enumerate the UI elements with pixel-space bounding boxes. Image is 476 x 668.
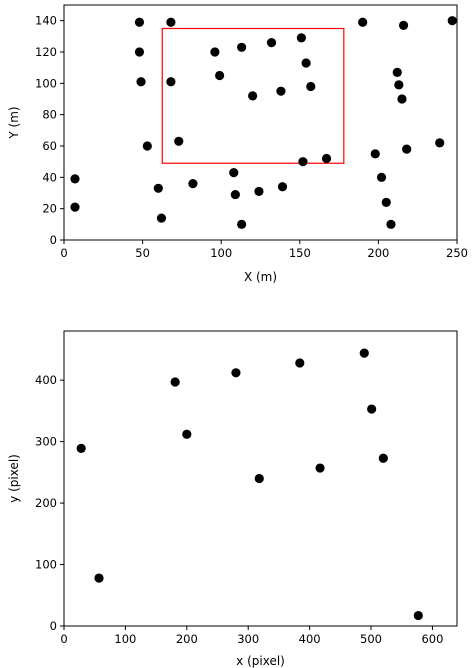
- data-point: [166, 17, 176, 27]
- x-tick-label: 0: [60, 632, 67, 646]
- data-point: [394, 80, 404, 90]
- data-point: [392, 67, 402, 77]
- x-tick-label: 400: [299, 632, 321, 646]
- data-point: [370, 149, 380, 159]
- x-axis-label: x (pixel): [236, 654, 285, 668]
- data-point: [315, 463, 325, 473]
- data-point: [367, 404, 377, 414]
- data-point: [413, 610, 423, 621]
- y-tick-label: 300: [35, 435, 57, 449]
- chart-panel-1: 0 50 100 150 200 250 0 20 40 60 80 100 120 140 X (m) Y …: [7, 4, 468, 284]
- data-point: [142, 141, 152, 151]
- data-point: [134, 47, 145, 57]
- x-tick-label: 200: [367, 246, 389, 260]
- y-tick-label: 100: [35, 76, 57, 90]
- x-tick-label: 300: [237, 632, 259, 646]
- y-tick-label: 100: [35, 558, 57, 572]
- data-point: [166, 77, 176, 87]
- y-tick-label: 40: [42, 170, 57, 184]
- x-tick-label: 100: [210, 246, 232, 260]
- data-point: [402, 144, 412, 154]
- x-tick-label: 200: [176, 632, 198, 646]
- x-tick-label: 0: [60, 246, 67, 260]
- data-point: [237, 42, 247, 52]
- y-tick-label: 400: [35, 373, 57, 387]
- y-tick-label: 140: [35, 14, 57, 28]
- data-point: [210, 47, 220, 57]
- plot-frame: [63, 330, 458, 627]
- data-point: [70, 202, 80, 212]
- data-point: [398, 20, 409, 30]
- plot-frame: [63, 4, 458, 241]
- y-tick-label: 20: [42, 202, 57, 216]
- data-point: [76, 443, 86, 453]
- data-point: [301, 58, 311, 68]
- data-point: [156, 213, 167, 223]
- y-tick-label: 60: [42, 139, 57, 153]
- data-point: [174, 136, 184, 146]
- data-point: [435, 138, 445, 148]
- data-point: [376, 172, 387, 182]
- x-tick-label: 600: [421, 632, 443, 646]
- data-point: [378, 453, 388, 463]
- data-point: [70, 174, 80, 184]
- data-point: [153, 183, 163, 193]
- data-point: [170, 377, 180, 387]
- y-tick-label: 0: [50, 619, 57, 633]
- data-point: [296, 33, 306, 43]
- data-point: [215, 70, 225, 81]
- y-tick-label: 0: [50, 233, 57, 247]
- data-point: [276, 86, 286, 96]
- data-point: [397, 94, 407, 104]
- data-point: [237, 219, 247, 229]
- data-point: [188, 179, 198, 189]
- data-point: [277, 182, 288, 192]
- data-point: [182, 429, 192, 439]
- data-point: [298, 157, 308, 167]
- data-point: [230, 189, 240, 200]
- data-point: [254, 473, 264, 484]
- x-tick-label: 500: [360, 632, 382, 646]
- data-point: [321, 153, 332, 164]
- data-point: [386, 219, 396, 229]
- y-tick-label: 120: [35, 45, 57, 59]
- data-point: [306, 81, 316, 92]
- data-point: [94, 573, 104, 583]
- data-point: [447, 16, 457, 26]
- x-tick-label: 100: [114, 632, 136, 646]
- data-point: [358, 17, 368, 27]
- data-point: [134, 17, 145, 27]
- roi-rectangle: [161, 27, 345, 164]
- data-point: [229, 168, 239, 178]
- data-point: [295, 358, 305, 368]
- x-tick-label: 50: [135, 246, 150, 260]
- x-axis-label: X (m): [244, 270, 277, 284]
- chart-panel-2: 0 100 200 300 400 500 600 0 100 200 300 400 x (pixel…: [7, 330, 458, 668]
- x-tick-label: 250: [446, 246, 468, 260]
- data-point: [381, 197, 391, 207]
- data-point: [254, 186, 264, 197]
- data-point: [231, 368, 241, 378]
- y-tick-label: 80: [42, 108, 57, 122]
- x-tick-label: 150: [289, 246, 311, 260]
- data-point: [248, 91, 258, 101]
- data-point: [136, 77, 146, 87]
- y-axis-label: y (pixel): [7, 454, 21, 503]
- data-point: [359, 348, 369, 358]
- y-tick-label: 200: [35, 496, 57, 510]
- y-axis-label: Y (m): [7, 106, 21, 139]
- data-point: [266, 38, 277, 48]
